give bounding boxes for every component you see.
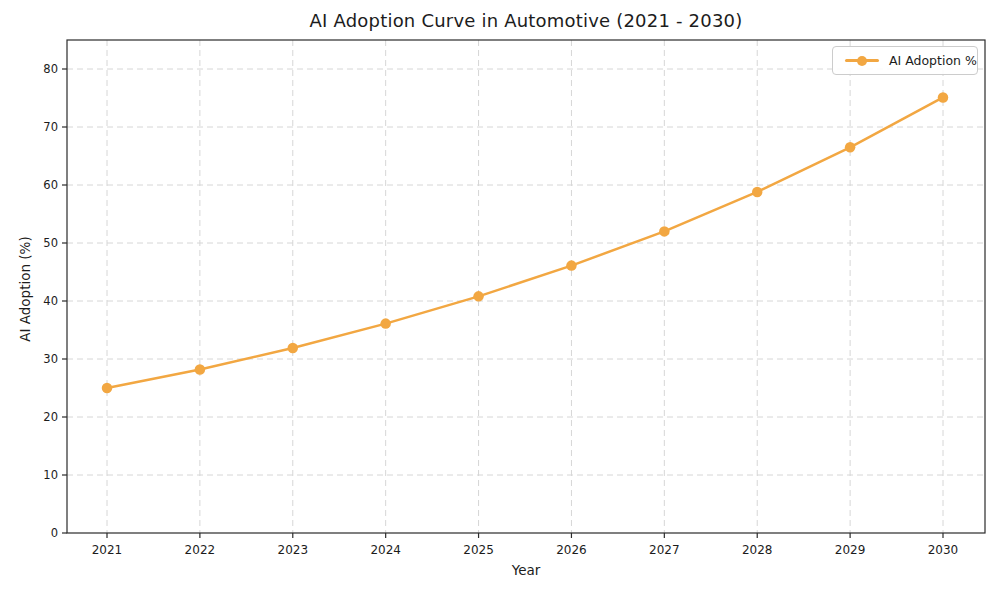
y-tick-label: 60 bbox=[43, 178, 58, 192]
chart-title: AI Adoption Curve in Automotive (2021 - … bbox=[67, 10, 985, 31]
axes-frame bbox=[67, 40, 985, 533]
x-tick-label: 2023 bbox=[278, 543, 309, 557]
x-tick-label: 2026 bbox=[556, 543, 587, 557]
legend-line-sample bbox=[845, 59, 879, 62]
legend-marker-icon bbox=[857, 56, 867, 66]
data-point-marker bbox=[288, 343, 299, 354]
x-tick-label: 2027 bbox=[649, 543, 680, 557]
x-tick-label: 2030 bbox=[928, 543, 959, 557]
data-point-marker bbox=[473, 291, 484, 302]
data-point-marker bbox=[752, 187, 763, 198]
chart-figure: 0102030405060708020212022202320242025202… bbox=[0, 0, 1000, 600]
data-point-marker bbox=[102, 383, 113, 394]
y-axis-title-text: AI Adoption (%) bbox=[17, 236, 33, 341]
legend-label: AI Adoption % bbox=[889, 53, 977, 68]
y-tick-label: 40 bbox=[43, 294, 58, 308]
x-tick-label: 2021 bbox=[92, 543, 123, 557]
data-point-marker bbox=[195, 364, 206, 375]
x-tick-label: 2022 bbox=[185, 543, 216, 557]
x-tick-label: 2028 bbox=[742, 543, 773, 557]
plot-area: 0102030405060708020212022202320242025202… bbox=[0, 0, 1000, 600]
y-tick-label: 30 bbox=[43, 352, 58, 366]
data-point-marker bbox=[659, 226, 670, 237]
y-tick-label: 0 bbox=[51, 526, 58, 540]
y-tick-label: 20 bbox=[43, 410, 58, 424]
y-tick-label: 70 bbox=[43, 120, 58, 134]
x-tick-label: 2024 bbox=[370, 543, 401, 557]
x-axis-title: Year bbox=[67, 562, 985, 578]
x-tick-label: 2029 bbox=[835, 543, 866, 557]
data-point-marker bbox=[845, 142, 856, 153]
data-point-marker bbox=[566, 260, 577, 271]
legend: AI Adoption % bbox=[832, 46, 978, 75]
y-tick-label: 50 bbox=[43, 236, 58, 250]
y-tick-label: 10 bbox=[43, 468, 58, 482]
data-point-marker bbox=[380, 318, 391, 329]
y-tick-label: 80 bbox=[43, 62, 58, 76]
x-tick-label: 2025 bbox=[463, 543, 494, 557]
data-point-marker bbox=[938, 92, 949, 103]
